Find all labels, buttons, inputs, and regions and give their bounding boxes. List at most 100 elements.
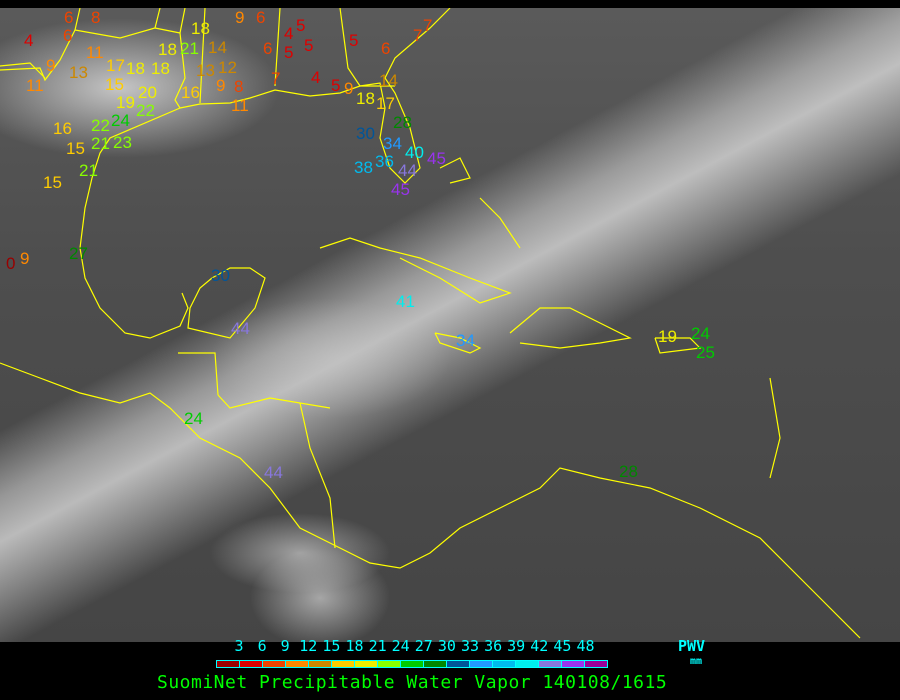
station-pwv-label: 24	[691, 324, 710, 343]
station-pwv-label: 21	[180, 39, 199, 58]
boundary-line	[479, 197, 521, 249]
station-pwv-label: 23	[113, 133, 132, 152]
station-pwv-label: 5	[284, 43, 294, 62]
legend-swatch	[539, 661, 562, 667]
legend-tick: 42	[530, 637, 549, 655]
station-pwv-label: 18	[126, 59, 145, 78]
legend-tick: 18	[345, 637, 364, 655]
boundary-line	[434, 332, 482, 354]
station-pwv-label: 44	[231, 319, 250, 338]
station-pwv-label: 30	[356, 124, 375, 143]
station-pwv-label: 6	[256, 8, 266, 27]
station-pwv-label: 28	[393, 113, 412, 132]
station-pwv-label: 9	[20, 249, 30, 268]
station-pwv-label: 4	[284, 24, 294, 43]
boundary-line	[0, 362, 861, 639]
boundary-line	[0, 8, 81, 82]
station-pwv-label: 9	[216, 76, 226, 95]
boundary-line	[179, 8, 451, 184]
station-pwv-label: 9	[46, 56, 56, 75]
station-pwv-label: 41	[396, 292, 415, 311]
legend-tick: 27	[414, 637, 433, 655]
legend-swatch	[447, 661, 470, 667]
station-pwv-label: 7	[413, 26, 423, 45]
boundary-line	[199, 8, 206, 104]
boundary-line	[217, 394, 331, 409]
legend-tick: 3	[234, 637, 244, 655]
station-pwv-label: 15	[43, 173, 62, 192]
station-pwv-label: 7	[423, 16, 433, 35]
station-pwv-label: 16	[181, 83, 200, 102]
station-pwv-label: 7	[271, 69, 281, 88]
legend-swatch	[470, 661, 493, 667]
legend-label: PWV	[678, 637, 706, 655]
station-pwv-label: 8	[234, 77, 244, 96]
legend-tick: 12	[299, 637, 318, 655]
station-pwv-label: 13	[69, 63, 88, 82]
boundary-line	[0, 62, 46, 79]
station-pwv-label: 24	[184, 409, 203, 428]
station-pwv-label: 45	[391, 180, 410, 199]
station-pwv-label: 18	[356, 89, 375, 108]
legend-swatch	[516, 661, 539, 667]
satellite-map: 6 8 4 6 11 9 13 11 17 18 15 19 20 18 18 21 18 16 13 14 12 9 8 1…	[0, 8, 900, 642]
station-pwv-label: 38	[354, 158, 373, 177]
boundary-line	[274, 8, 281, 87]
legend-tick: 24	[391, 637, 410, 655]
station-pwv-label: 9	[344, 79, 354, 98]
station-pwv-label: 5	[304, 36, 314, 55]
station-pwv-label: 22	[136, 101, 155, 120]
boundary-lines	[0, 8, 861, 639]
legend-swatch	[263, 661, 286, 667]
product-title: SuomiNet Precipitable Water Vapor 140108…	[157, 672, 668, 693]
boundary-line	[339, 8, 361, 87]
station-pwv-label: 15	[66, 139, 85, 158]
legend-tick: 6	[257, 637, 267, 655]
legend-color-bar	[216, 660, 608, 668]
station-pwv-label: 19	[658, 327, 677, 346]
station-pwv-label: 11	[86, 43, 104, 62]
station-pwv-label: 5	[349, 31, 359, 50]
station-pwv-label: 12	[218, 58, 237, 77]
legend-swatch	[401, 661, 424, 667]
station-pwv-label: 5	[331, 76, 341, 95]
legend-swatch	[240, 661, 263, 667]
legend-swatch	[286, 661, 309, 667]
legend-tick: 33	[460, 637, 480, 655]
legend-swatch	[355, 661, 378, 667]
station-pwv-label: 8	[91, 8, 101, 27]
station-pwv-label: 0	[6, 254, 16, 273]
legend-tick: 36	[484, 637, 503, 655]
legend-tick: 21	[368, 637, 387, 655]
boundary-line	[509, 307, 632, 349]
station-pwv-label: 16	[53, 119, 72, 138]
station-pwv-label: 45	[427, 149, 446, 168]
station-pwv-label: 9	[235, 8, 245, 27]
legend-swatch	[217, 661, 240, 667]
legend-swatch	[424, 661, 447, 667]
station-pwv-label: 17	[376, 94, 395, 113]
station-pwv-label: 27	[69, 244, 88, 263]
station-pwv-label: 13	[196, 61, 215, 80]
station-pwv-label: 15	[105, 75, 124, 94]
station-pwv-label: 11	[231, 96, 249, 115]
boundary-line	[299, 402, 336, 549]
boundary-line	[654, 337, 702, 354]
legend-tick: 45	[553, 637, 572, 655]
station-pwv-label: 20	[138, 83, 157, 102]
station-pwv-label: 40	[405, 143, 424, 162]
legend-swatch	[585, 661, 607, 667]
station-pwv-label: 44	[264, 463, 283, 482]
color-legend: 3 6 9 12 15 18 21 24 27 30 33 36 39 42 45 48 PWV mm Suo…	[0, 638, 900, 700]
station-pwv-label: 25	[696, 343, 715, 362]
station-pwv-label: 30	[211, 266, 230, 285]
station-pwv-label: 5	[296, 16, 306, 35]
station-pwv-label: 4	[311, 68, 321, 87]
station-pwv-label: 6	[63, 26, 73, 45]
legend-swatch	[493, 661, 516, 667]
station-pwv-label: 6	[263, 39, 273, 58]
legend-swatch	[378, 661, 401, 667]
boundary-line	[439, 157, 471, 184]
station-pwv-label: 14	[379, 71, 398, 90]
legend-tick: 9	[280, 637, 290, 655]
